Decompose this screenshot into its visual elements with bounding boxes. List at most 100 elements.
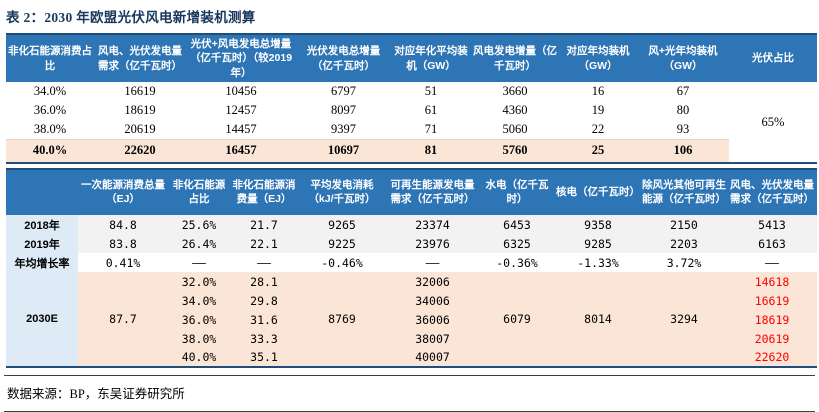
- t2-header-row: 一次能源消费总量（EJ） 非化石能源占比 非化石能源消费量（EJ） 平均发电消耗…: [6, 169, 817, 215]
- data-cell: 25.6%: [168, 215, 230, 234]
- data-cell: 25: [559, 138, 637, 164]
- row-label: 2019年: [6, 234, 78, 253]
- data-cell: 21.7: [230, 215, 298, 234]
- table-row-2018: 2018年 84.8 25.6% 21.7 9265 23374 6453 93…: [6, 215, 817, 234]
- data-cell: 9358: [555, 215, 641, 234]
- data-cell: 22.1: [230, 234, 298, 253]
- data-cell: 22: [591, 121, 605, 136]
- t2-header-nuclear: 核电（亿千瓦时）: [555, 169, 641, 215]
- data-cell: 10697: [296, 138, 391, 164]
- row-label-2030e: 2030E: [6, 272, 78, 367]
- t2-header-other-renewables: 除风光其他可再生能源（亿千瓦时）: [641, 169, 727, 215]
- table-row-2030e: 38.0% 33.3 38007 20619: [6, 329, 817, 348]
- data-cell: 16: [591, 84, 605, 98]
- data-cell: 83.8: [78, 234, 168, 253]
- table-installation-estimation: 非化石能源消费占比 风电、光伏发电量需求（亿千瓦时） 光伏+风电发电总增量（亿千…: [6, 33, 817, 164]
- table-row: 38.0% 20619 14457 9397 71 5060 22 93: [6, 120, 817, 139]
- data-cell: 6163: [727, 234, 817, 253]
- merged-cell-hydro: 6079: [479, 272, 555, 367]
- data-cell: 67: [676, 84, 690, 98]
- data-cell: 23976: [386, 234, 479, 253]
- data-cell: 18619: [124, 103, 156, 117]
- page-title: 表 2：2030 年欧盟光伏风电新增装机测算: [6, 10, 256, 25]
- data-cell: 2203: [641, 234, 727, 253]
- data-cell: 51: [424, 84, 438, 98]
- data-cell: 34006: [386, 291, 479, 310]
- data-cell: 80: [676, 103, 690, 117]
- data-cell: 106: [637, 138, 729, 164]
- t1-header-annualized-install: 对应年化平均装机（GW）: [391, 34, 471, 82]
- data-cell: 6797: [331, 84, 356, 98]
- data-cell: 38.0%: [33, 121, 67, 136]
- row-label: 年均增长率: [6, 253, 78, 272]
- data-cell: 12457: [225, 103, 257, 117]
- t2-header-avg-consumption: 平均发电消耗（kJ/千瓦时）: [298, 169, 386, 215]
- t2-header-nonfossil-share: 非化石能源占比: [168, 169, 230, 215]
- data-cell: 34.0%: [33, 84, 67, 98]
- data-cell: 29.8: [230, 291, 298, 310]
- data-cell: 36.0%: [33, 103, 67, 117]
- windpv-demand-cell: 16619: [727, 291, 817, 310]
- t1-header-total-increment: 光伏+风电发电总增量（亿千瓦时）（较2019年）: [186, 34, 296, 82]
- t2-header-nonfossil-consumption: 非化石能源消费量（EJ）: [230, 169, 298, 215]
- data-cell: 31.6: [230, 310, 298, 329]
- data-cell: 36.0%: [168, 310, 230, 329]
- merged-cell-primary-energy: 87.7: [78, 272, 168, 367]
- data-cell: ——: [727, 253, 817, 272]
- t2-header-empty: [6, 169, 78, 215]
- t1-header-windpv-demand: 风电、光伏发电量需求（亿千瓦时）: [94, 34, 186, 82]
- data-cell: 32.0%: [168, 272, 230, 291]
- t1-header-pv-share: 光伏占比: [729, 34, 817, 82]
- table-row: 34.0% 16619 10456 6797 51 3660 16 67 65%: [6, 82, 817, 163]
- data-cell: 6453: [479, 215, 555, 234]
- data-cell: 4360: [502, 103, 528, 117]
- data-cell: 26.4%: [168, 234, 230, 253]
- data-cell: 32006: [386, 272, 479, 291]
- t2-header-windpv-demand: 风电、光伏发电量需求（亿千瓦时）: [727, 169, 817, 215]
- row-label: 2018年: [6, 215, 78, 234]
- table-row-2030e: 36.0% 31.6 36006 18619: [6, 310, 817, 329]
- data-cell: 84.8: [78, 215, 168, 234]
- data-cell: 20619: [124, 121, 156, 136]
- data-cell: 40.0%: [6, 138, 94, 164]
- data-cell: 33.3: [230, 329, 298, 348]
- data-cell: 22620: [94, 138, 186, 164]
- t1-header-nonfossil-share: 非化石能源消费占比: [6, 34, 94, 82]
- windpv-demand-cell: 20619: [727, 329, 817, 348]
- t2-header-renewable-demand: 可再生能源发电量需求（亿千瓦时）: [386, 169, 479, 215]
- data-cell: 35.1: [230, 348, 298, 367]
- data-cell: 9265: [298, 215, 386, 234]
- highlighted-table-row: 40.0% 22620 16457 10697 81 5760 25 106: [6, 138, 817, 164]
- data-cell: 16457: [186, 138, 296, 164]
- data-cell: -1.33%: [555, 253, 641, 272]
- data-cell: 40007: [386, 348, 479, 367]
- data-cell: 3660: [502, 84, 528, 98]
- t1-header-windpv-install: 风+光年均装机（GW）: [637, 34, 729, 82]
- data-cell: ——: [168, 253, 230, 272]
- table-row-2019: 2019年 83.8 26.4% 22.1 9225 23976 6325 92…: [6, 234, 817, 253]
- merged-cell-avg-consumption: 8769: [298, 272, 386, 367]
- data-cell: 9397: [331, 121, 356, 136]
- data-cell: 9225: [298, 234, 386, 253]
- data-cell: 10456: [225, 84, 257, 98]
- data-cell: 38.0%: [168, 329, 230, 348]
- table-row-2030e: 40.0% 35.1 40007 22620: [6, 348, 817, 367]
- table-row: 36.0% 18619 12457 8097 61 4360 19 80: [6, 101, 817, 120]
- table-row-2030e: 34.0% 29.8 34006 16619: [6, 291, 817, 310]
- windpv-demand-cell: 18619: [727, 310, 817, 329]
- data-cell: 34.0%: [168, 291, 230, 310]
- data-cell: 28.1: [230, 272, 298, 291]
- data-cell: 0.41%: [78, 253, 168, 272]
- data-cell: 8097: [331, 103, 356, 117]
- data-cell: -0.36%: [479, 253, 555, 272]
- t1-header-row: 非化石能源消费占比 风电、光伏发电量需求（亿千瓦时） 光伏+风电发电总增量（亿千…: [6, 34, 817, 82]
- table-row-cagr: 年均增长率 0.41% —— —— -0.46% —— -0.36% -1.33…: [6, 253, 817, 272]
- table-energy-assumptions: 一次能源消费总量（EJ） 非化石能源占比 非化石能源消费量（EJ） 平均发电消耗…: [6, 168, 817, 368]
- data-cell: 2150: [641, 215, 727, 234]
- data-cell: 23374: [386, 215, 479, 234]
- data-cell: ——: [230, 253, 298, 272]
- t1-header-annual-install: 对应年均装机（GW）: [559, 34, 637, 82]
- t1-header-wind-increment: 风电发电增量（亿千瓦时）: [471, 34, 559, 82]
- data-cell: 5060: [502, 121, 528, 136]
